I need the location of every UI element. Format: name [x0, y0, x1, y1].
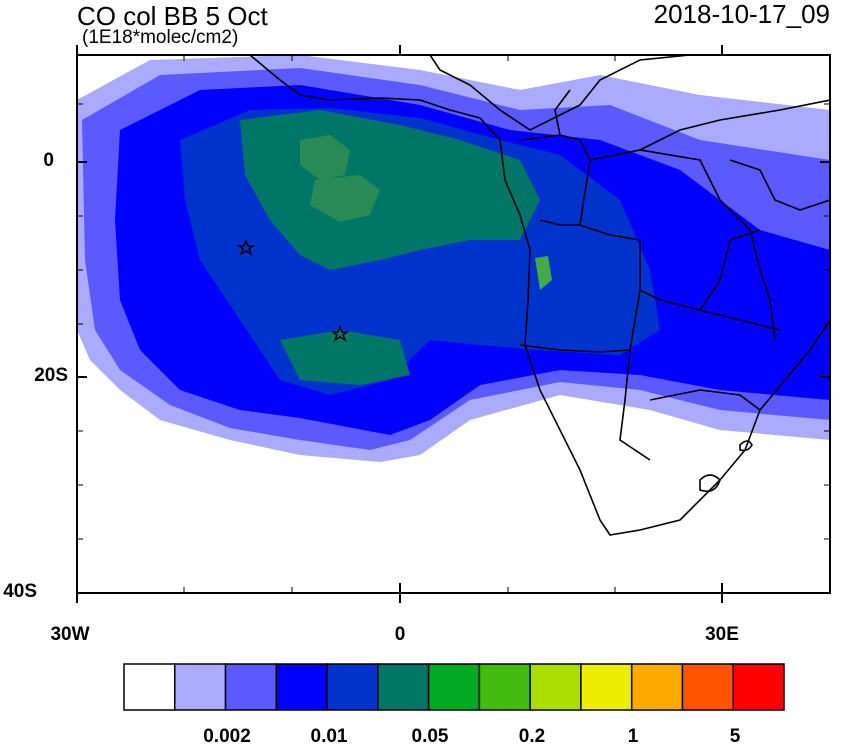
x-tick-label: 30E — [705, 624, 739, 645]
x-tick-label: 0 — [394, 624, 406, 645]
colorbar-swatch — [732, 663, 785, 711]
map-title: CO col BB 5 Oct — [77, 1, 268, 31]
coastline-outline — [249, 55, 830, 536]
marker-group — [236, 238, 350, 342]
colorbar-label: 0.01 — [310, 726, 348, 747]
colorbar-swatch — [224, 663, 278, 711]
axis-ticks — [76, 45, 830, 603]
colorbar-swatch — [478, 663, 531, 711]
colorbar-swatch — [681, 663, 734, 711]
colorbar-swatch — [326, 663, 379, 711]
contour-band-0.05-c — [300, 135, 350, 180]
colorbar — [123, 663, 785, 711]
co-contour-field — [77, 55, 830, 462]
contour-band-0.05-e — [535, 256, 552, 290]
star-marker — [236, 238, 256, 256]
colorbar-label: 1 — [627, 726, 639, 747]
colorbar-label: 0.002 — [203, 726, 251, 747]
colorbar-label: 5 — [729, 726, 741, 747]
colorbar-swatch — [377, 663, 430, 711]
units-subtitle: (1E18*molec/cm2) — [82, 27, 239, 48]
colorbar-swatch — [529, 663, 582, 711]
contour-band-0.05-d — [310, 175, 380, 222]
timestamp-label: 2018-10-17_09 — [653, 0, 830, 29]
star-marker — [330, 324, 350, 342]
contour-band-0.05-b — [280, 330, 410, 385]
y-tick-label: 0 — [43, 150, 54, 171]
y-tick-label: 40S — [3, 581, 37, 602]
y-tick-label: 20S — [34, 365, 68, 386]
x-tick-label: 30W — [50, 624, 90, 645]
colorbar-swatch — [275, 663, 328, 711]
colorbar-swatch — [123, 663, 176, 711]
colorbar-swatch — [580, 663, 633, 711]
colorbar-label: 0.05 — [411, 726, 449, 747]
colorbar-label: 0.2 — [518, 726, 546, 747]
colorbar-swatch — [427, 663, 481, 711]
colorbar-swatch — [630, 663, 684, 711]
colorbar-swatch — [174, 663, 227, 711]
